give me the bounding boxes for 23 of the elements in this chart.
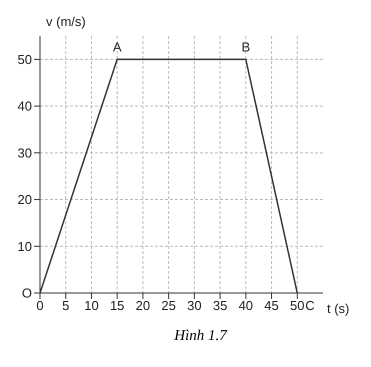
y-tick-label: 30 xyxy=(18,145,32,160)
y-axis-title: v (m/s) xyxy=(46,14,86,29)
annotation: O xyxy=(22,286,32,301)
annotation: A xyxy=(112,39,122,54)
y-tick-label: 20 xyxy=(18,192,32,208)
x-tick-label: 40 xyxy=(238,298,254,314)
x-tick-label: 45 xyxy=(264,298,279,314)
x-axis-title: t (s) xyxy=(327,301,350,316)
y-tick-label: 10 xyxy=(18,238,32,254)
y-tick-label: 50 xyxy=(18,52,32,67)
annotation: C xyxy=(305,298,315,314)
y-tick-label: 40 xyxy=(18,98,32,114)
x-tick-label: 50 xyxy=(290,298,305,314)
x-tick-label: 25 xyxy=(161,298,176,314)
text: Hình 1.7 xyxy=(173,328,228,345)
x-tick-label: 0 xyxy=(36,298,44,314)
x-tick-label: 30 xyxy=(187,298,202,314)
x-tick-label: 35 xyxy=(212,298,228,314)
x-tick-label: 15 xyxy=(110,298,124,314)
x-tick-label: 5 xyxy=(62,298,70,314)
x-tick-label: 20 xyxy=(136,298,150,314)
annotation: B xyxy=(241,39,250,54)
x-tick-label: 10 xyxy=(84,298,99,314)
